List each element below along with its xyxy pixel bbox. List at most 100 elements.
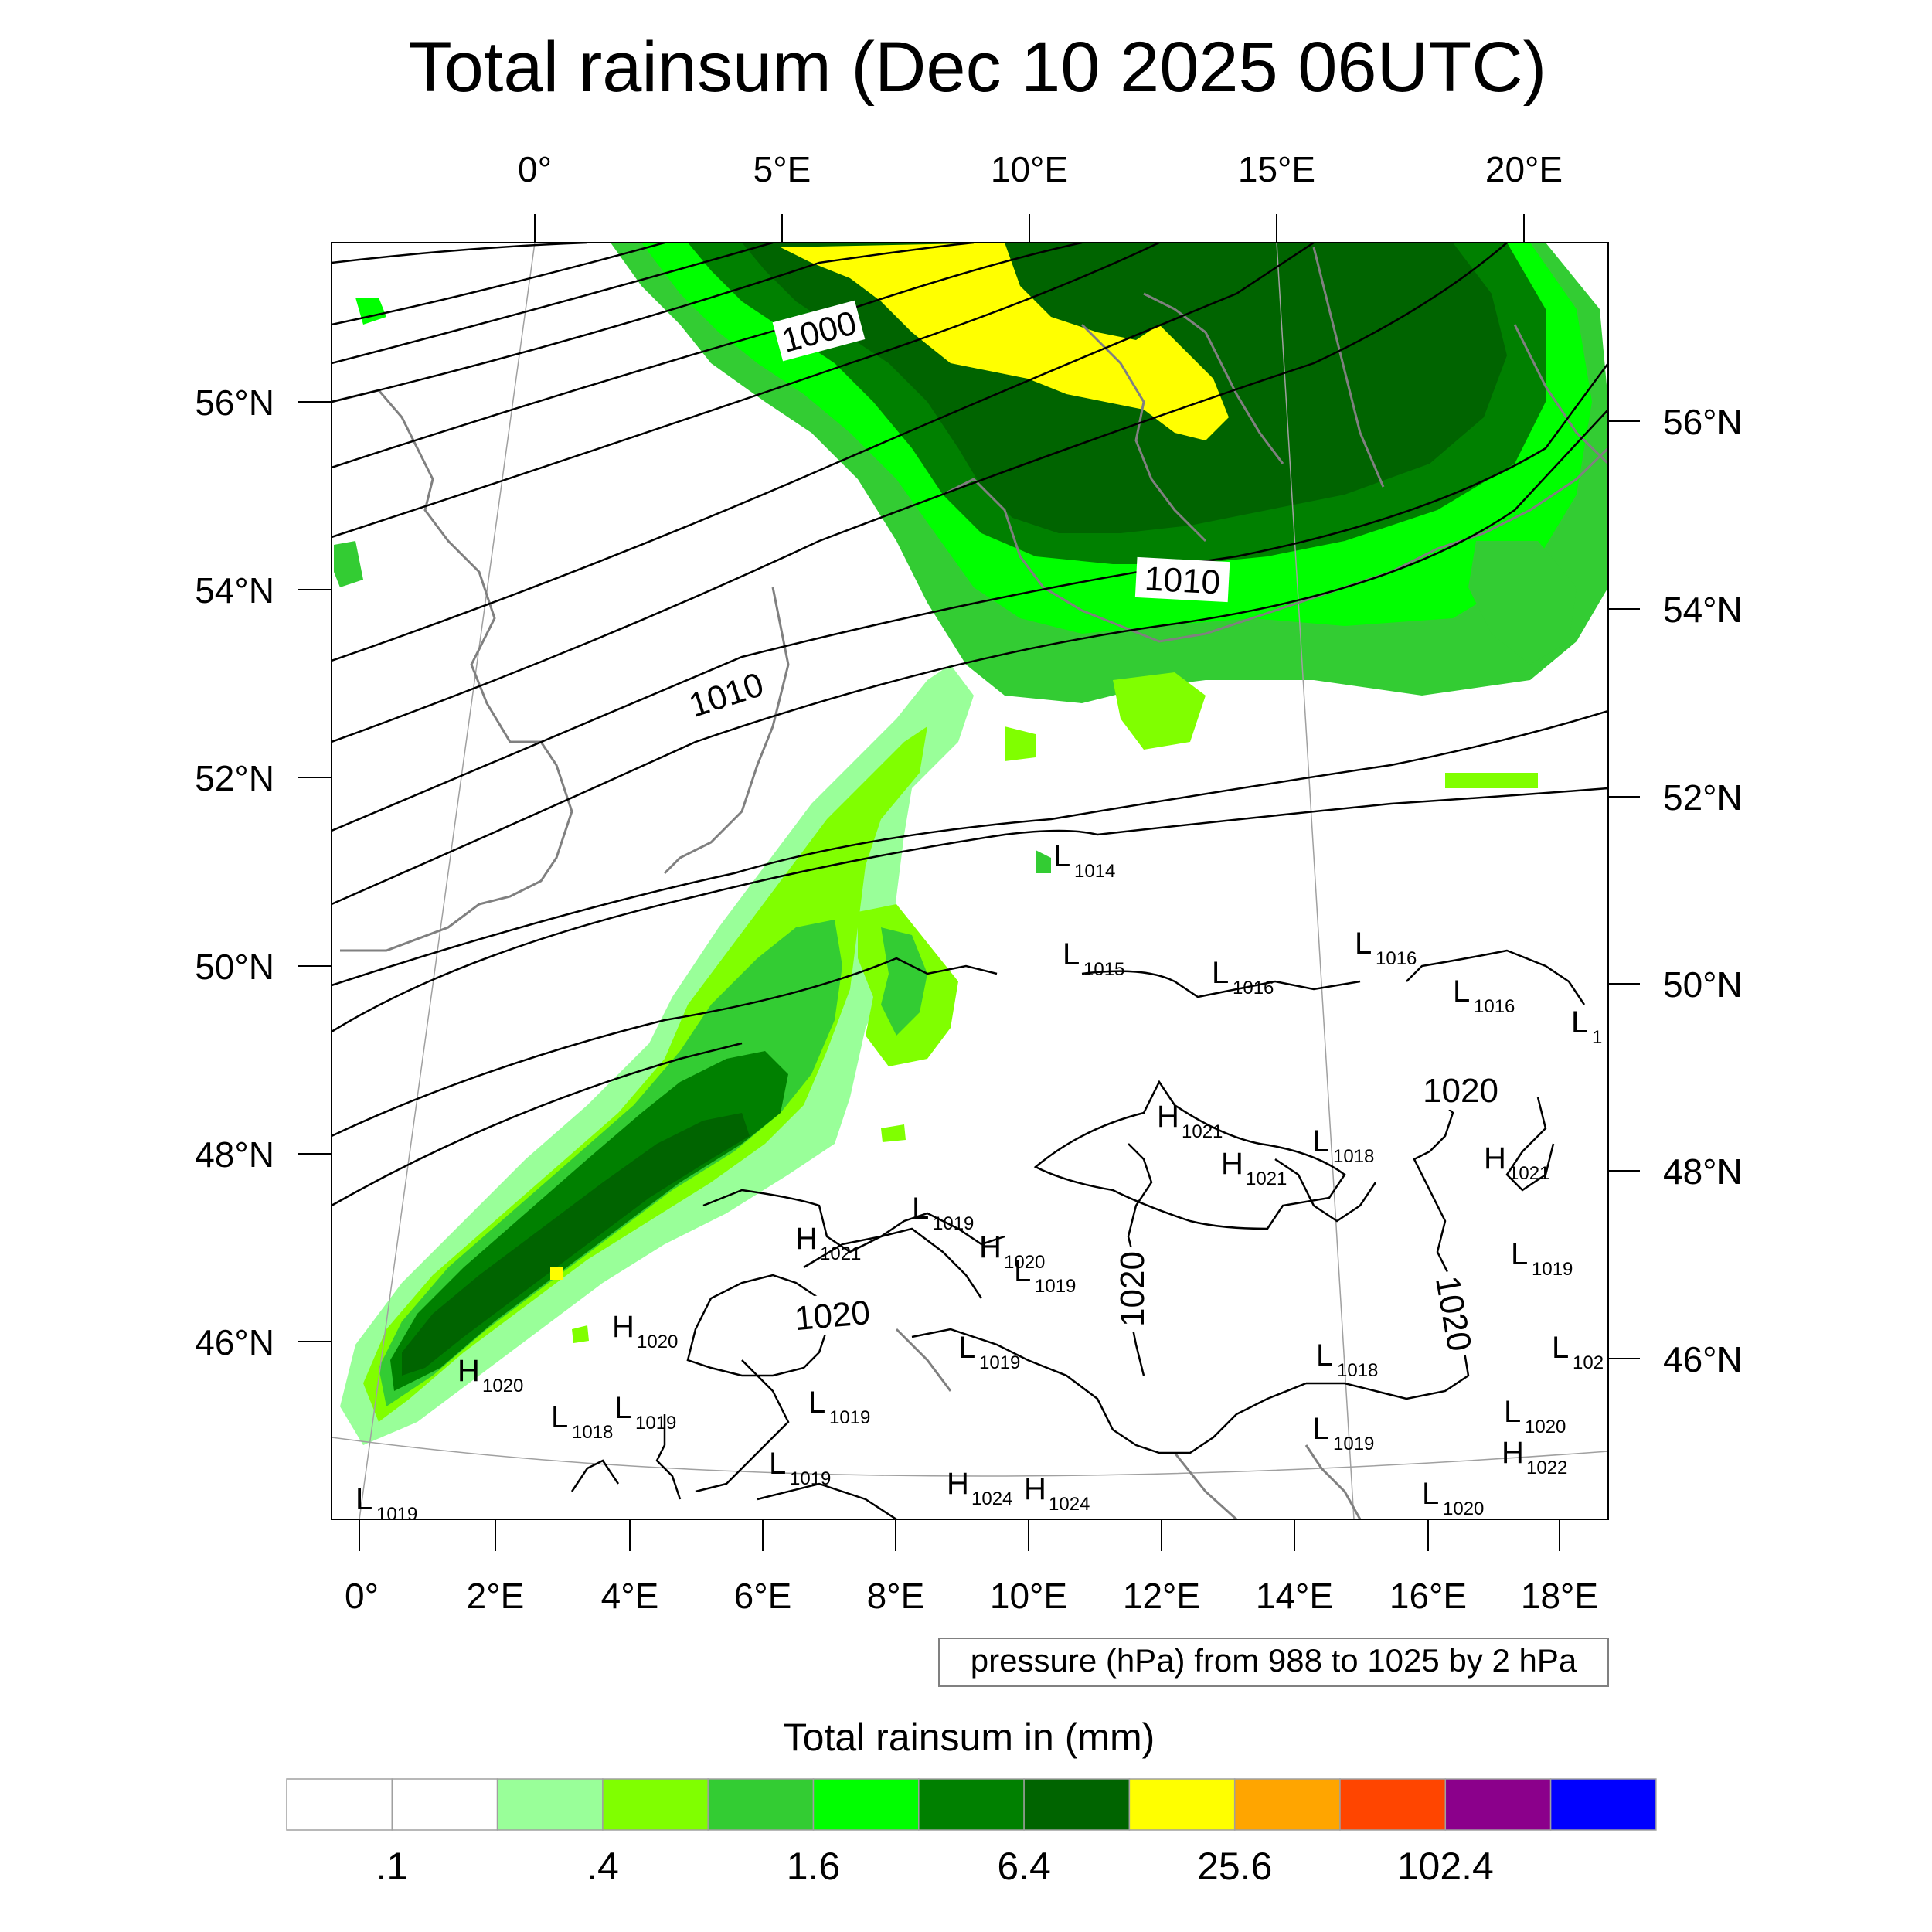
colorbar-swatch <box>391 1778 498 1831</box>
pressure-center: L 1014 <box>1053 839 1115 882</box>
isobar-label: 1020 <box>793 1294 872 1338</box>
colorbar-label: .4 <box>587 1845 619 1888</box>
top-lon-label: 20°E <box>1485 149 1563 189</box>
top-longitude-labels: 0° 5°E 10°E 15°E 20°E <box>518 149 1563 189</box>
coastlines <box>332 247 1608 1519</box>
right-lat-label: 48°N <box>1663 1151 1743 1192</box>
rain-spot-yellow <box>550 1267 563 1280</box>
svg-text:1021: 1021 <box>1182 1121 1223 1142</box>
rain-patch <box>1445 773 1538 788</box>
pressure-center: L 1019 <box>355 1482 417 1519</box>
graticule <box>332 243 1608 1519</box>
rain-patch <box>881 1124 906 1142</box>
svg-text:L: L <box>614 1391 631 1425</box>
svg-text:1016: 1016 <box>1376 948 1417 969</box>
svg-text:1016: 1016 <box>1233 978 1274 998</box>
pressure-center: H 1024 <box>1024 1472 1090 1515</box>
svg-text:H: H <box>1157 1100 1179 1134</box>
pressure-center: L 1019 <box>614 1391 676 1434</box>
svg-text:1015: 1015 <box>1083 959 1124 980</box>
svg-text:1018: 1018 <box>572 1422 613 1443</box>
pressure-center: H 1020 <box>612 1310 678 1352</box>
rain-patch <box>1468 541 1577 665</box>
pressure-center: L 1019 <box>808 1386 870 1428</box>
svg-text:1020: 1020 <box>1443 1498 1484 1519</box>
colorbar-labels: .1 .4 1.6 6.4 25.6 102.4 <box>376 1845 1493 1888</box>
svg-text:H: H <box>1024 1472 1046 1506</box>
isobar-label-box: 1020 <box>1418 1070 1503 1110</box>
rain-patch <box>881 927 927 1036</box>
svg-text:H: H <box>612 1310 634 1344</box>
colorbar-title: Total rainsum in (mm) <box>784 1716 1155 1759</box>
colorbar-swatch <box>918 1778 1025 1831</box>
svg-text:L: L <box>808 1386 825 1420</box>
svg-text:H: H <box>1221 1147 1243 1181</box>
svg-text:1019: 1019 <box>933 1213 974 1234</box>
svg-text:L: L <box>1014 1254 1031 1288</box>
pressure-center: H 1020 <box>979 1230 1045 1273</box>
svg-text:1020: 1020 <box>1525 1417 1566 1437</box>
svg-text:1020: 1020 <box>637 1332 678 1352</box>
left-tick-marks <box>298 401 332 1342</box>
top-tick-marks <box>534 214 1525 243</box>
svg-text:L: L <box>769 1447 786 1481</box>
pressure-center: L 1019 <box>958 1331 1020 1373</box>
colorbar-label: 102.4 <box>1397 1845 1494 1888</box>
rain-band-sw-dark <box>402 1113 750 1376</box>
rain-patch <box>1113 672 1206 750</box>
pressure-center: L 1019 <box>769 1447 831 1489</box>
pressure-center: H 1021 <box>795 1222 861 1264</box>
bottom-tick-marks <box>359 1519 1560 1551</box>
pressure-center: L 1020 <box>1504 1395 1566 1437</box>
bottom-lon-label: 6°E <box>734 1576 792 1616</box>
pressure-center: H 1022 <box>1502 1436 1567 1478</box>
map-frame <box>331 242 1609 1520</box>
svg-text:1022: 1022 <box>1526 1458 1567 1478</box>
svg-text:1020: 1020 <box>1004 1252 1045 1273</box>
svg-text:1020: 1020 <box>482 1376 523 1396</box>
svg-text:1018: 1018 <box>1337 1360 1378 1381</box>
svg-text:L: L <box>1063 937 1080 971</box>
pressure-center: H 1021 <box>1157 1100 1223 1142</box>
colorbar-swatch <box>1233 1778 1341 1831</box>
pressure-center: L 1020 <box>1422 1477 1484 1519</box>
svg-text:1021: 1021 <box>820 1243 861 1264</box>
colorbar-swatch <box>707 1778 815 1831</box>
pressure-center: L 1018 <box>1312 1124 1374 1167</box>
bottom-longitude-labels: 0° 2°E 4°E 6°E 8°E 10°E 12°E 14°E 16°E 1… <box>345 1576 1598 1616</box>
isobar-label: 1010 <box>1144 560 1221 601</box>
svg-text:L: L <box>1422 1477 1439 1511</box>
isobar-label-box: 1020 <box>1111 1247 1151 1332</box>
svg-text:L: L <box>1312 1124 1329 1158</box>
svg-text:L: L <box>1312 1412 1329 1446</box>
svg-text:H: H <box>979 1230 1002 1264</box>
svg-text:1021: 1021 <box>1246 1168 1287 1189</box>
colorbar-label: 6.4 <box>997 1845 1051 1888</box>
right-latitude-labels: 56°N 54°N 52°N 50°N 48°N 46°N <box>1663 402 1743 1379</box>
svg-text:1019: 1019 <box>979 1352 1020 1373</box>
svg-text:1024: 1024 <box>971 1488 1012 1509</box>
pressure-center: L 1019 <box>1312 1412 1374 1454</box>
svg-text:1019: 1019 <box>1333 1434 1374 1454</box>
colorbar-swatch <box>496 1778 604 1831</box>
rain-region-yellow <box>781 243 1229 440</box>
svg-text:1019: 1019 <box>1532 1259 1573 1280</box>
svg-text:102: 102 <box>1573 1352 1604 1373</box>
svg-text:1021: 1021 <box>1509 1163 1549 1184</box>
isobar-label-box: 1020 <box>787 1291 876 1338</box>
svg-text:L: L <box>1212 956 1229 990</box>
svg-text:L: L <box>1355 927 1372 961</box>
top-lon-label: 0° <box>518 149 552 189</box>
colorbar-swatch <box>812 1778 920 1831</box>
svg-text:H: H <box>457 1354 480 1388</box>
colorbar-boxes <box>286 1778 1657 1831</box>
isobar-labels: 1000 1010 1010 1020 1020 <box>679 300 1503 1359</box>
left-latitude-labels: 56°N 54°N 52°N 50°N 48°N 46°N <box>195 383 274 1362</box>
pressure-center: L 1015 <box>1063 937 1124 980</box>
figure-title: Total rainsum (Dec 10 2025 06UTC) <box>409 28 1547 107</box>
left-lat-label: 56°N <box>195 383 274 423</box>
colorbar: Total rainsum in (mm) .1 .4 1.6 6.4 25.6 102.… <box>286 1716 1657 1888</box>
svg-text:L: L <box>1571 1005 1588 1039</box>
